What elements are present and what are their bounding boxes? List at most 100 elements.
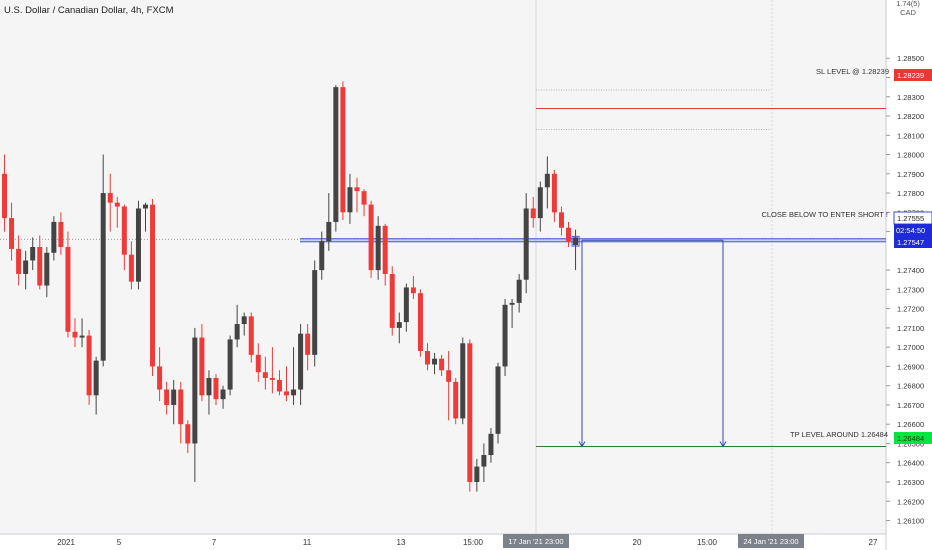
candle-body bbox=[262, 372, 268, 378]
price-tick-label: 1.27400 bbox=[897, 266, 924, 275]
currency-line-1: 1.74(5) bbox=[896, 0, 920, 8]
candle-body bbox=[171, 389, 177, 405]
candle-body bbox=[502, 304, 508, 367]
candle-body bbox=[516, 279, 522, 303]
candle-body bbox=[234, 324, 240, 340]
last-price-text: 1.27547 bbox=[897, 238, 924, 247]
time-highlight-start-text: 17 Jan '21 23:00 bbox=[508, 537, 563, 546]
candle-body bbox=[220, 389, 226, 400]
arrow-layer bbox=[578, 239, 727, 448]
price-tick-label: 1.26600 bbox=[897, 420, 924, 429]
candle-body bbox=[403, 287, 409, 323]
candle-body bbox=[312, 270, 318, 355]
candle-body bbox=[333, 87, 339, 222]
candle-body bbox=[192, 337, 198, 444]
candle-body bbox=[481, 455, 487, 467]
candle-body bbox=[241, 316, 247, 325]
price-tick-label: 1.28000 bbox=[897, 151, 924, 160]
candle-body bbox=[488, 433, 494, 456]
candle-body bbox=[164, 389, 170, 405]
tp-label[interactable]: TP LEVEL AROUND 1.26484 bbox=[790, 430, 888, 439]
price-tick-label: 1.26300 bbox=[897, 478, 924, 487]
candle-body bbox=[199, 337, 205, 396]
price-tick-label: 1.28300 bbox=[897, 93, 924, 102]
candle-body bbox=[114, 202, 120, 207]
currency-line-2: CAD bbox=[900, 8, 916, 17]
candle-body bbox=[227, 339, 233, 390]
candle-body bbox=[135, 208, 141, 282]
candle-body bbox=[389, 273, 395, 328]
candle-body bbox=[65, 246, 71, 332]
candle-body bbox=[544, 173, 550, 188]
candle-body bbox=[150, 204, 156, 367]
candle-body bbox=[425, 351, 430, 365]
time-axis-panel[interactable] bbox=[0, 534, 886, 550]
entry-label[interactable]: CLOSE BELOW TO ENTER SHORT ! bbox=[761, 210, 888, 219]
candle-body bbox=[143, 204, 148, 209]
time-tick-label: 11 bbox=[303, 538, 312, 547]
candle-body bbox=[382, 225, 388, 274]
candle-body bbox=[573, 237, 579, 246]
price-tick-label: 1.27200 bbox=[897, 305, 924, 314]
candle-body bbox=[368, 204, 374, 271]
candle-body bbox=[2, 173, 7, 219]
candle-body bbox=[453, 381, 459, 419]
candle-body bbox=[276, 379, 282, 392]
candle-body bbox=[446, 370, 452, 382]
price-tick-label: 1.27800 bbox=[897, 189, 924, 198]
price-tick-label: 1.27100 bbox=[897, 324, 924, 333]
candle-body bbox=[319, 241, 325, 271]
price-tick-label: 1.28500 bbox=[897, 54, 924, 63]
plot-area[interactable] bbox=[0, 0, 886, 534]
candle-body bbox=[44, 252, 50, 286]
candle-body bbox=[523, 208, 529, 280]
candle-body bbox=[551, 173, 557, 213]
candle-body bbox=[100, 193, 106, 361]
price-tick-label: 1.26900 bbox=[897, 362, 924, 371]
candle-body bbox=[58, 221, 64, 247]
candle-body bbox=[326, 221, 332, 242]
time-tick-label: 13 bbox=[397, 538, 406, 547]
candle-body bbox=[340, 87, 346, 213]
price-tick-label: 1.27300 bbox=[897, 285, 924, 294]
candle-body bbox=[347, 187, 353, 213]
price-axis-panel[interactable] bbox=[886, 0, 932, 550]
time-tick-label: 5 bbox=[117, 538, 122, 547]
candle-body bbox=[72, 331, 78, 338]
candle-body bbox=[255, 354, 261, 373]
price-axis-ticks: 1.285001.284001.283001.282001.281001.280… bbox=[886, 54, 924, 526]
chart-title: U.S. Dollar / Canadian Dollar, 4h, FXCM bbox=[4, 5, 174, 16]
candle-body bbox=[467, 343, 473, 482]
countdown-text: 02:54:50 bbox=[896, 226, 925, 235]
candle-body bbox=[375, 225, 381, 271]
price-tick-label: 1.26800 bbox=[897, 382, 924, 391]
price-tick-label: 1.26700 bbox=[897, 401, 924, 410]
sl-label[interactable]: SL LEVEL @ 1.28239 bbox=[816, 67, 889, 76]
time-highlight-start[interactable] bbox=[503, 534, 569, 548]
time-highlight-end[interactable] bbox=[738, 534, 804, 548]
candle-body bbox=[509, 302, 515, 305]
candlestick-series bbox=[2, 81, 580, 492]
time-tick-label: 2021 bbox=[57, 538, 75, 547]
price-tick-label: 1.28100 bbox=[897, 131, 924, 140]
last-price-tag bbox=[894, 224, 932, 248]
candle-body bbox=[79, 335, 85, 338]
price-tick-label: 1.28200 bbox=[897, 112, 924, 121]
candle-body bbox=[178, 389, 184, 425]
candle-body bbox=[157, 366, 163, 390]
tp-price-tag bbox=[894, 432, 932, 444]
candle-body bbox=[530, 208, 536, 219]
candle-body bbox=[248, 316, 254, 355]
candle-body bbox=[30, 246, 36, 261]
candle-body bbox=[128, 254, 134, 282]
candle-body bbox=[284, 391, 289, 396]
candle-body bbox=[298, 333, 304, 390]
candle-body bbox=[269, 377, 275, 380]
candle-body bbox=[474, 466, 480, 482]
candle-body bbox=[305, 333, 311, 355]
candle-body bbox=[185, 424, 191, 444]
last-candle-highlight bbox=[571, 235, 580, 247]
price-tick-label: 1.27000 bbox=[897, 343, 924, 352]
